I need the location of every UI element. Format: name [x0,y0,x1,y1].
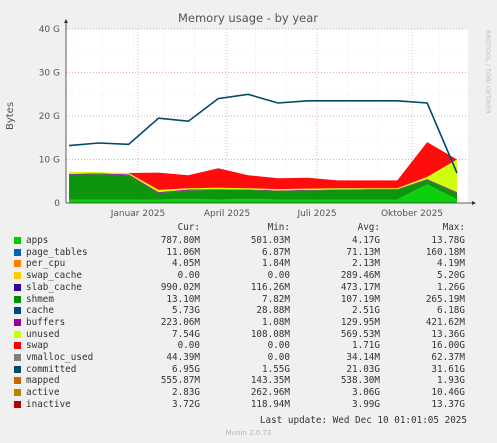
y-tick-label: 20 G [39,112,60,122]
x-tick-label: Januar 2025 [110,209,166,219]
rrdtool-watermark: RRDTOOL / TOBI OETIKER [484,30,492,114]
y-axis-label: Bytes [5,102,16,130]
y-axis-arrow [64,19,68,23]
series-area-cache [69,174,457,200]
y-tick-label: 40 G [39,25,60,35]
x-axis-arrow [472,201,476,205]
chart-title: Memory usage - by year [178,11,318,25]
series-line-committed [68,93,458,174]
y-tick-label: 10 G [39,156,60,166]
series-area-apps [69,184,457,203]
munin-version: Munin 2.0.73 [225,429,272,437]
series-area-swap [69,142,457,190]
x-tick-label: Oktober 2025 [381,209,443,219]
x-tick-label: Juli 2025 [296,209,336,219]
last-update: Last update: Wed Dec 10 01:01:05 2025 [259,415,467,426]
x-tick-label: April 2025 [204,209,250,219]
y-tick-label: 0 [54,199,60,209]
y-tick-label: 30 G [39,69,60,79]
